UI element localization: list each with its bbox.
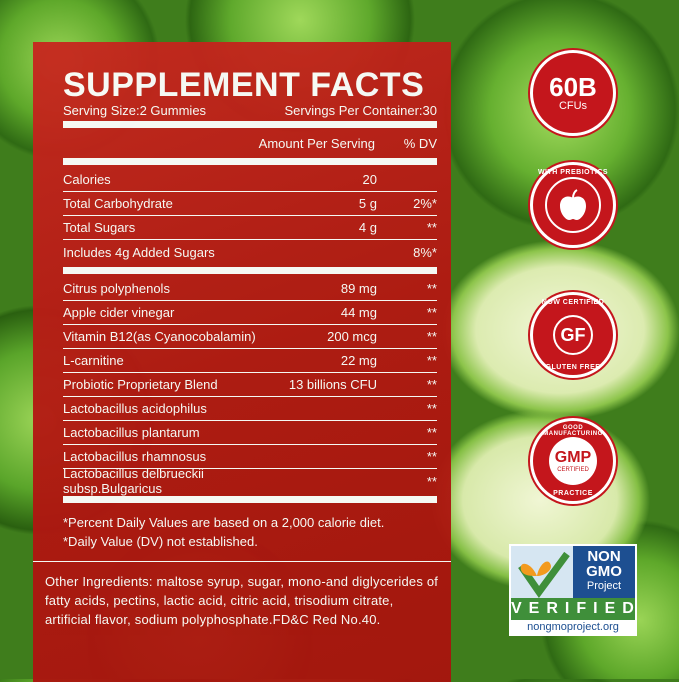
nutrient-row: Probiotic Proprietary Blend 13 billions C… (63, 373, 437, 397)
nutrient-name: Total Carbohydrate (63, 196, 173, 211)
header-row: Amount Per Serving % DV (63, 131, 437, 155)
prebiotics-badge: WITH PREBIOTICS (530, 162, 616, 248)
dv-header: % DV (403, 135, 437, 151)
nutrient-name: Calories (63, 172, 111, 187)
nutrient-row: Lactobacillus delbrueckii subsp.Bulgaric… (63, 466, 437, 496)
nutrient-dv: ** (426, 473, 437, 489)
divider (63, 496, 437, 503)
nutrient-row: L-carnitine 22 mg ** (63, 349, 437, 373)
nutrient-dv: ** (426, 449, 437, 464)
cfu-label: CFUs (558, 100, 588, 112)
amount-header: Amount Per Serving (258, 135, 375, 151)
butterfly-icon (511, 546, 573, 599)
gf-bottom-text: GLUTEN FREE (545, 364, 601, 371)
nutrient-dv: ** (426, 425, 437, 440)
nutrient-amount: 5 g (358, 196, 377, 211)
nutrient-name: Includes 4g Added Sugars (63, 244, 215, 260)
gmp-sub: CERTIFIED (557, 467, 589, 473)
servings-per-container: Servings Per Container:30 (284, 103, 437, 118)
nutrient-amount: 89 mg (340, 281, 377, 296)
cfu-count: 60B (549, 72, 597, 102)
nutrient-dv: ** (426, 401, 437, 416)
footnote: *Daily Value (DV) not established. (63, 534, 258, 549)
nutrient-row: Total Carbohydrate 5 g 2%* (63, 192, 437, 216)
nutrient-row: Lactobacillus plantarum ** (63, 421, 437, 445)
serving-size: Serving Size:2 Gummies (63, 103, 207, 118)
nutrient-name: Citrus polyphenols (63, 281, 170, 296)
nutrient-row: Lactobacillus rhamnosus ** (63, 445, 437, 469)
nongmo-gmo: GMO (586, 563, 622, 580)
divider (33, 561, 451, 562)
nutrient-dv: 8%* (413, 244, 437, 260)
nutrient-name: Lactobacillus plantarum (63, 425, 200, 440)
nutrient-name: Lactobacillus acidophilus (63, 401, 207, 416)
nutrient-amount: 20 (362, 172, 377, 187)
nongmo-project: Project (586, 580, 622, 592)
prebiotics-text: WITH PREBIOTICS (537, 169, 609, 176)
nutrient-amount: 13 billions CFU (288, 377, 377, 392)
nutrient-name: Vitamin B12(as Cyanocobalamin) (63, 329, 256, 344)
nutrient-name: Lactobacillus delbrueckii subsp.Bulgaric… (63, 466, 204, 496)
gmp-badge: GOOD MANUFACTURING GMP CERTIFIED PRACTIC… (530, 418, 616, 504)
nutrient-dv: ** (426, 329, 437, 344)
non-gmo-logo: NON GMO Project VERIFIED nongmoproject.o… (509, 544, 637, 636)
gmp-mark: GMP (554, 449, 592, 466)
nutrient-name: Probiotic Proprietary Blend (63, 377, 218, 392)
nutrient-dv: ** (426, 220, 437, 235)
divider (63, 267, 437, 274)
nutrient-dv: ** (426, 305, 437, 320)
divider (63, 121, 437, 128)
gluten-free-badge: NOW CERTIFIED GF GLUTEN FREE (530, 292, 616, 378)
nutrient-row: Apple cider vinegar 44 mg ** (63, 301, 437, 325)
panel-title: SUPPLEMENT FACTS (63, 66, 425, 104)
nutrient-name: Apple cider vinegar (63, 305, 175, 320)
gf-mark: GF (553, 315, 593, 355)
gf-top-text: NOW CERTIFIED (541, 299, 605, 306)
nutrient-row: Vitamin B12(as Cyanocobalamin) 200 mcg ** (63, 325, 437, 349)
nutrient-dv: ** (426, 281, 437, 296)
gmp-top-text: GOOD MANUFACTURING (543, 425, 603, 437)
nutrient-row: Citrus polyphenols 89 mg ** (63, 277, 437, 301)
nutrient-row: Total Sugars 4 g ** (63, 216, 437, 240)
gmp-bottom-text: PRACTICE (553, 490, 593, 497)
other-ingredients: Other Ingredients: maltose syrup, sugar,… (45, 574, 439, 627)
nutrient-name: L-carnitine (63, 353, 124, 368)
nutrient-row: Includes 4g Added Sugars 8%* (63, 240, 437, 264)
nutrient-row: Lactobacillus acidophilus ** (63, 397, 437, 421)
cfu-badge: 60B CFUs (530, 50, 616, 136)
nutrient-dv: ** (426, 377, 437, 392)
nutrient-amount: 44 mg (340, 305, 377, 320)
nutrient-row: Calories 20 (63, 168, 437, 192)
nutrient-name: Lactobacillus rhamnosus (63, 449, 207, 464)
nutrient-amount: 200 mcg (327, 329, 377, 344)
supplement-facts-panel: SUPPLEMENT FACTS Serving Size:2 Gummies … (33, 42, 451, 682)
nutrient-dv: 2%* (413, 196, 437, 211)
nutrient-dv: ** (426, 353, 437, 368)
nongmo-non: NON (587, 548, 621, 565)
divider (63, 158, 437, 165)
nutrient-name: Total Sugars (63, 220, 136, 235)
nongmo-url: nongmoproject.org (527, 621, 619, 633)
nongmo-verified: VERIFIED (511, 598, 635, 620)
nutrient-amount: 22 mg (340, 353, 377, 368)
nutrient-amount: 4 g (358, 220, 377, 235)
footnote: *Percent Daily Values are based on a 2,0… (63, 515, 385, 530)
